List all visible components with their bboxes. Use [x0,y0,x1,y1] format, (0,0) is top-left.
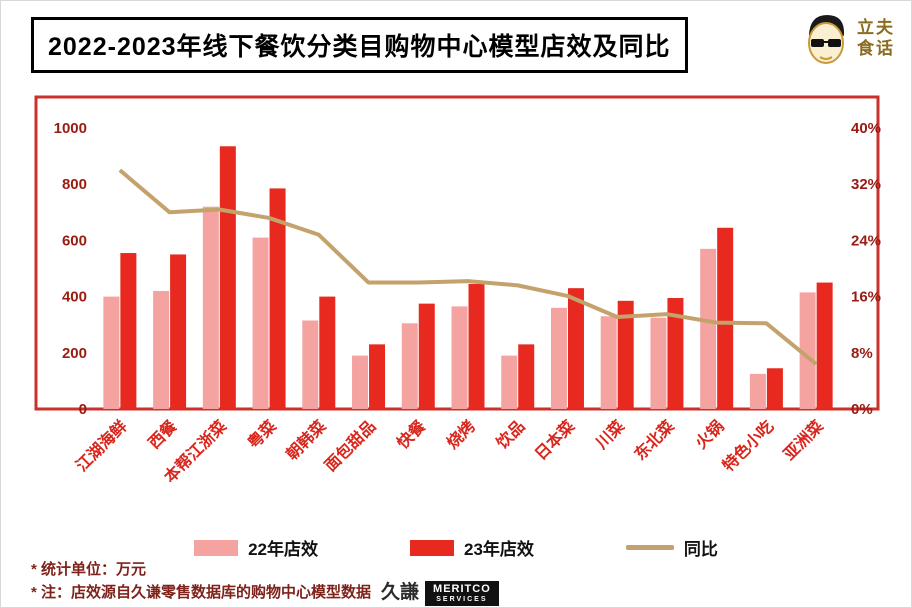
category-label: 川菜 [591,416,628,453]
bar-2023 [170,254,187,409]
left-axis-tick: 1000 [54,120,87,137]
category-label: 火锅 [691,416,727,452]
liufu-shihua-logo: 立夫 食话 [799,11,895,73]
bar-2023 [667,298,684,409]
category-label: 西餐 [144,416,181,453]
left-axis-tick: 400 [62,289,87,306]
meritco-brand-text: MERITCO [433,583,491,595]
category-label: 饮品 [492,416,529,453]
bar-2023 [468,283,485,409]
category-label: 粤菜 [244,416,280,452]
right-axis-tick: 0% [851,401,873,418]
brand-name: 立夫 食话 [857,17,895,60]
bar-2022 [202,206,219,409]
legend-swatch-2023 [410,539,454,556]
left-axis-tick: 800 [62,176,87,193]
brand-face-icon [808,15,845,64]
legend-swatch-yoy [625,545,674,550]
legend-label-2023: 23年店效 [464,540,534,559]
meritco-box: MERITCO SERVICES [425,581,499,606]
bar-2022 [401,323,418,409]
bar-2022 [550,307,567,409]
category-label: 亚洲菜 [780,416,827,463]
footnote-source: * 注：店效源自久谦零售数据库的购物中心模型数据 [31,584,372,602]
right-axis-tick: 32% [851,176,881,193]
footnotes: * 统计单位：万元 * 注：店效源自久谦零售数据库的购物中心模型数据 久謙 ME… [31,559,499,606]
right-axis-tick: 16% [851,289,881,306]
bar-2023 [816,282,833,409]
right-axis-tick: 40% [851,120,881,137]
right-axis-tick: 24% [851,232,881,249]
legend-swatch-2022 [194,539,239,556]
category-label: 江湖海鲜 [72,416,131,475]
chart-area: 0 200 400 600 800 1000 0% 8% 16% 24% 32% 40% 江湖海鲜 西餐本… [29,89,885,514]
bar-2022 [600,316,617,409]
legend: 22年店效 23年店效 同比 [1,535,911,560]
left-axis-tick: 0 [79,401,87,418]
bar-2022 [103,296,120,409]
legend-item-2023: 23年店效 [410,535,534,560]
yoy-trend-line [118,168,818,366]
category-label: 日本菜 [531,416,578,463]
bar-2023 [617,300,634,409]
category-label: 烧烤 [443,416,479,452]
legend-label-yoy: 同比 [683,540,718,559]
bar-2022 [749,373,766,409]
brand-name-line2: 食话 [857,39,895,59]
page-title: 2022-2023年线下餐饮分类目购物中心模型店效及同比 [31,17,688,73]
bar-2022 [302,320,319,409]
bar-2022 [501,355,518,409]
legend-item-yoy: 同比 [625,535,718,560]
bar-2022 [799,292,816,409]
meritco-logo: 久謙 MERITCO SERVICES [381,581,499,606]
bar-2022 [700,248,717,409]
bar-2023 [319,296,336,409]
left-axis-tick: 600 [62,232,87,249]
bar-2022 [153,290,170,409]
bar-2023 [567,288,584,409]
bar-2023 [518,344,535,409]
category-label: 特色小吃 [719,416,778,475]
bar-2022 [650,317,667,409]
bar-2023 [717,227,734,409]
bar-2023 [120,253,137,409]
bar-2023 [369,344,386,409]
brand-name-line1: 立夫 [857,18,895,37]
bar-2023 [269,188,286,409]
bar-2023 [766,368,783,409]
meritco-cn-text: 久謙 [381,582,420,604]
legend-item-2022: 22年店效 [194,535,318,560]
legend-label-2022: 22年店效 [248,540,318,559]
category-label: 东北菜 [630,416,677,463]
category-label: 面包甜品 [321,416,380,475]
left-axis-tick: 200 [62,345,87,362]
bar-2022 [451,306,468,409]
bar-2023 [418,303,435,409]
bar-2022 [352,355,369,409]
category-label: 朝韩菜 [282,416,329,463]
meritco-sub-text: SERVICES [436,595,488,603]
footnote-unit: * 统计单位：万元 [31,561,147,578]
bar-2023 [219,146,236,409]
category-label: 快餐 [393,416,430,453]
right-axis-tick: 8% [851,345,873,362]
bar-2022 [252,237,269,409]
